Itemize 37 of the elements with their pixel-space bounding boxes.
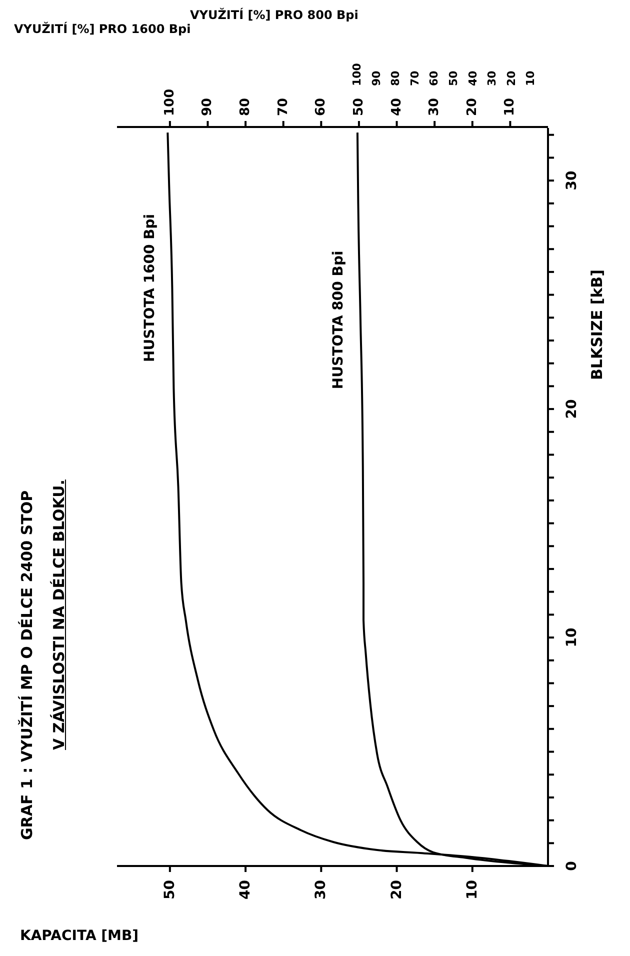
x2-tick-label: 30 (427, 98, 442, 116)
x-tick-label: 20 (388, 880, 405, 900)
x2-tick-label: 40 (389, 98, 404, 116)
y-tick-label: 0 (564, 860, 580, 871)
y-tick-label: 20 (564, 399, 580, 419)
x-axis-title: KAPACITA [MB] (20, 928, 139, 944)
text: HUSTOTA 1600 Bpi (142, 214, 158, 362)
text: 80 (389, 70, 402, 86)
text: 20 (504, 70, 518, 86)
y-tick-label: 30 (564, 170, 580, 190)
x2-tick-label: 60 (314, 98, 329, 116)
x-tick-label: 40 (238, 880, 254, 900)
x-tick-label: 50 (162, 880, 178, 900)
text: 70 (408, 70, 422, 86)
x2-tick-label: 90 (200, 98, 216, 116)
text: 40 (466, 70, 480, 86)
text: VYUŽITÍ [%] PRO 800 Bpi (190, 8, 358, 22)
y-axis-title: BLKSIZE [kB] (588, 270, 606, 380)
text: 90 (370, 70, 383, 86)
x2-tick-label: 50 (351, 98, 366, 116)
text: V ZÁVISLOSTI NA DÉLCE BLOKU. (50, 480, 68, 750)
text: HUSTOTA 800 Bpi (330, 250, 346, 390)
x-tick-label: 10 (464, 880, 480, 900)
text: 10 (524, 70, 538, 86)
x-tick-label: 30 (313, 880, 330, 900)
text: 50 (447, 70, 460, 86)
x2-axis-title: VYUŽITÍ [%] PRO 1600 Bpi (14, 22, 191, 36)
y-tick-label: 10 (564, 628, 580, 648)
x2-tick-label: 20 (464, 98, 480, 116)
x2-tick-label: 100 (162, 88, 178, 116)
x2-tick-label: 80 (238, 98, 254, 116)
text: GRAF 1 : VYUŽITÍ MP O DÉLCE 2400 STOP (18, 489, 36, 840)
text: 30 (486, 70, 499, 86)
x2-tick-label: 10 (502, 98, 518, 116)
x2-tick-label: 70 (276, 98, 291, 116)
text: 100 (350, 62, 364, 86)
text: 60 (428, 70, 441, 86)
